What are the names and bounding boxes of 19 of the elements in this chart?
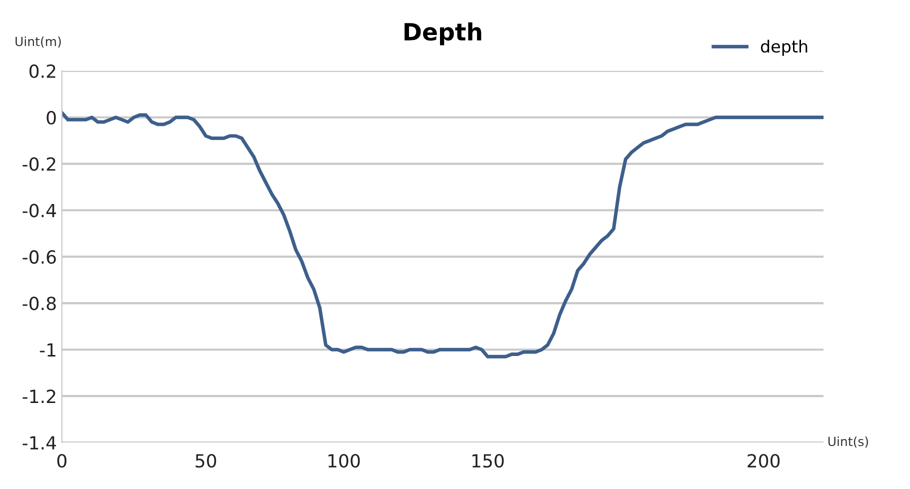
y-tick-label: 0: [46, 110, 56, 124]
x-tick-label: 50: [196, 454, 216, 468]
y-axis-title: Uint(m): [16, 36, 61, 48]
y-tick-label: 0.2: [29, 64, 56, 78]
legend-label: depth: [760, 40, 808, 56]
y-tick-label: -1.4: [22, 436, 56, 450]
y-tick-label: -0.4: [22, 204, 56, 218]
x-tick-label: 200: [748, 454, 780, 468]
x-tick-label: 150: [472, 454, 504, 468]
y-tick-label: -0.8: [22, 296, 56, 310]
y-tick-label: -1.2: [22, 390, 56, 403]
y-tick-label: -0.6: [22, 250, 56, 264]
y-tick-label: -0.2: [22, 157, 56, 171]
x-tick-label: 0: [57, 454, 66, 468]
x-axis-title: Uint(s): [828, 436, 868, 448]
x-tick-label: 100: [328, 454, 360, 468]
chart-title: Depth: [404, 22, 482, 46]
line-series: [62, 110, 824, 358]
y-tick-label: -1: [40, 343, 56, 356]
